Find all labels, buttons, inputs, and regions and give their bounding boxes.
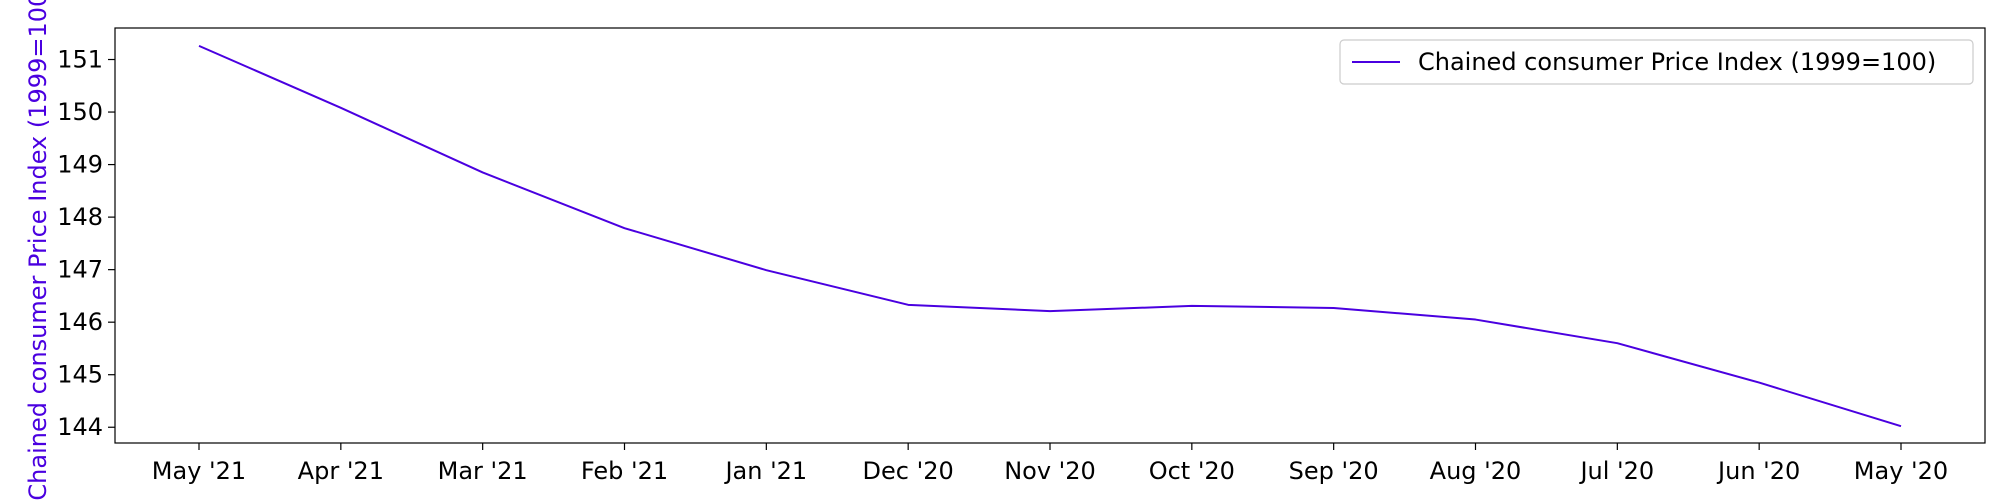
x-tick-label: Jul '20 xyxy=(1578,457,1654,485)
x-tick-label: Oct '20 xyxy=(1149,457,1235,485)
x-tick-label: Nov '20 xyxy=(1004,457,1096,485)
x-tick-label: May '20 xyxy=(1854,457,1948,485)
x-tick-label: Aug '20 xyxy=(1430,457,1522,485)
y-tick-label: 151 xyxy=(57,46,103,74)
series-line xyxy=(199,46,1901,426)
x-tick-label: Jun '20 xyxy=(1716,457,1800,485)
y-tick-label: 147 xyxy=(57,256,103,284)
plot-area xyxy=(199,46,1901,426)
legend: Chained consumer Price Index (1999=100) xyxy=(1340,40,1973,84)
axes: May '21 Apr '21 Mar '21 Feb '21 Jan '21 Dec '… xyxy=(57,28,1985,485)
x-tick-label: Jan '21 xyxy=(723,457,807,485)
y-tick-label: 149 xyxy=(57,151,103,179)
x-tick-label: May '21 xyxy=(152,457,246,485)
x-tick-label: Apr '21 xyxy=(298,457,384,485)
x-tick-label: Sep '20 xyxy=(1289,457,1379,485)
x-tick-label: Feb '21 xyxy=(581,457,668,485)
legend-label: Chained consumer Price Index (1999=100) xyxy=(1418,48,1936,76)
x-tick-label: Mar '21 xyxy=(438,457,528,485)
x-tick-label: Dec '20 xyxy=(863,457,954,485)
y-tick-label: 148 xyxy=(57,203,103,231)
y-tick-label: 144 xyxy=(57,413,103,441)
y-tick-label: 146 xyxy=(57,308,103,336)
y-axis-label: Chained consumer Price Index (1999=100) xyxy=(24,0,52,500)
y-tick-label: 145 xyxy=(57,361,103,389)
plot-frame xyxy=(115,28,1985,443)
y-tick-label: 150 xyxy=(57,98,103,126)
